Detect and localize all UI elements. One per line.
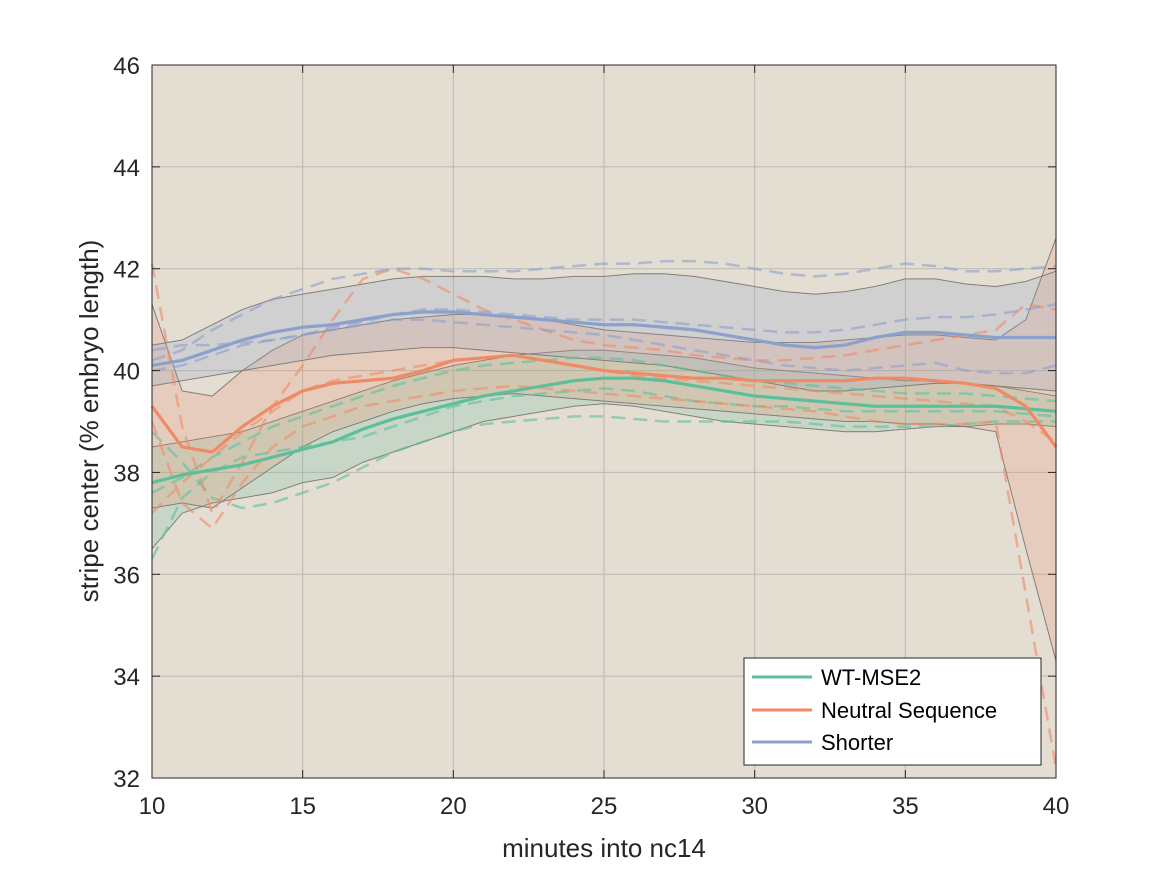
tick-labels: 10 15 20 25 30 35 40 32 34 36 38 40 42 44 46 — [113, 53, 1069, 820]
y-tick-label: 32 — [113, 766, 140, 793]
x-tick-label: 25 — [591, 793, 618, 820]
replicate-line-shorter-1 — [151, 259, 1057, 362]
replicate-lines — [150, 259, 1058, 769]
confidence-bands — [151, 237, 1057, 661]
y-axis-label: stripe center (% embryo length) — [74, 240, 104, 603]
y-tick-label: 36 — [113, 562, 140, 589]
legend: WT-MSE2 Neutral Sequence Shorter — [743, 657, 1042, 766]
replicate-line-neutral-sequence-3 — [150, 384, 1058, 769]
y-tick-label: 44 — [113, 155, 140, 182]
replicate-line-shorter-2 — [151, 318, 1057, 375]
legend-label-neutral-sequence: Neutral Sequence — [821, 698, 997, 723]
replicate-line-wt-mse2-1 — [150, 387, 1057, 560]
replicate-line-neutral-sequence-2 — [151, 354, 1057, 515]
replicate-line-neutral-sequence-1 — [150, 263, 1057, 517]
band-upper-edge-wt-mse2 — [151, 349, 1057, 448]
x-tick-label: 10 — [139, 793, 166, 820]
x-axis-label: minutes into nc14 — [502, 833, 706, 863]
x-tick-label: 15 — [289, 793, 316, 820]
replicate-line-wt-mse2-2 — [151, 415, 1056, 510]
y-tick-label: 42 — [113, 257, 140, 284]
x-tick-label: 30 — [741, 793, 768, 820]
y-tick-label: 46 — [113, 53, 140, 80]
replicate-line-wt-mse2-3 — [151, 356, 1057, 494]
mean-lines — [150, 310, 1058, 485]
x-tick-label: 35 — [892, 793, 919, 820]
band-upper-edge-shorter — [151, 270, 1057, 346]
y-tick-label: 34 — [113, 664, 140, 691]
y-tick-label: 40 — [113, 359, 140, 386]
grid-layer — [152, 65, 1056, 778]
legend-label-wt-mse2: WT-MSE2 — [821, 665, 921, 690]
legend-label-shorter: Shorter — [821, 730, 893, 755]
x-tick-label: 40 — [1043, 793, 1070, 820]
band-lower-edge-shorter — [151, 347, 1057, 392]
y-tick-label: 38 — [113, 460, 140, 487]
mean-line-wt-mse2 — [151, 376, 1057, 485]
mean-line-neutral-sequence — [150, 353, 1058, 454]
band-lower-edge-wt-mse2 — [151, 403, 1057, 550]
x-tick-label: 20 — [440, 793, 467, 820]
mean-line-shorter — [151, 310, 1056, 368]
replicate-line-shorter-3 — [151, 303, 1057, 352]
